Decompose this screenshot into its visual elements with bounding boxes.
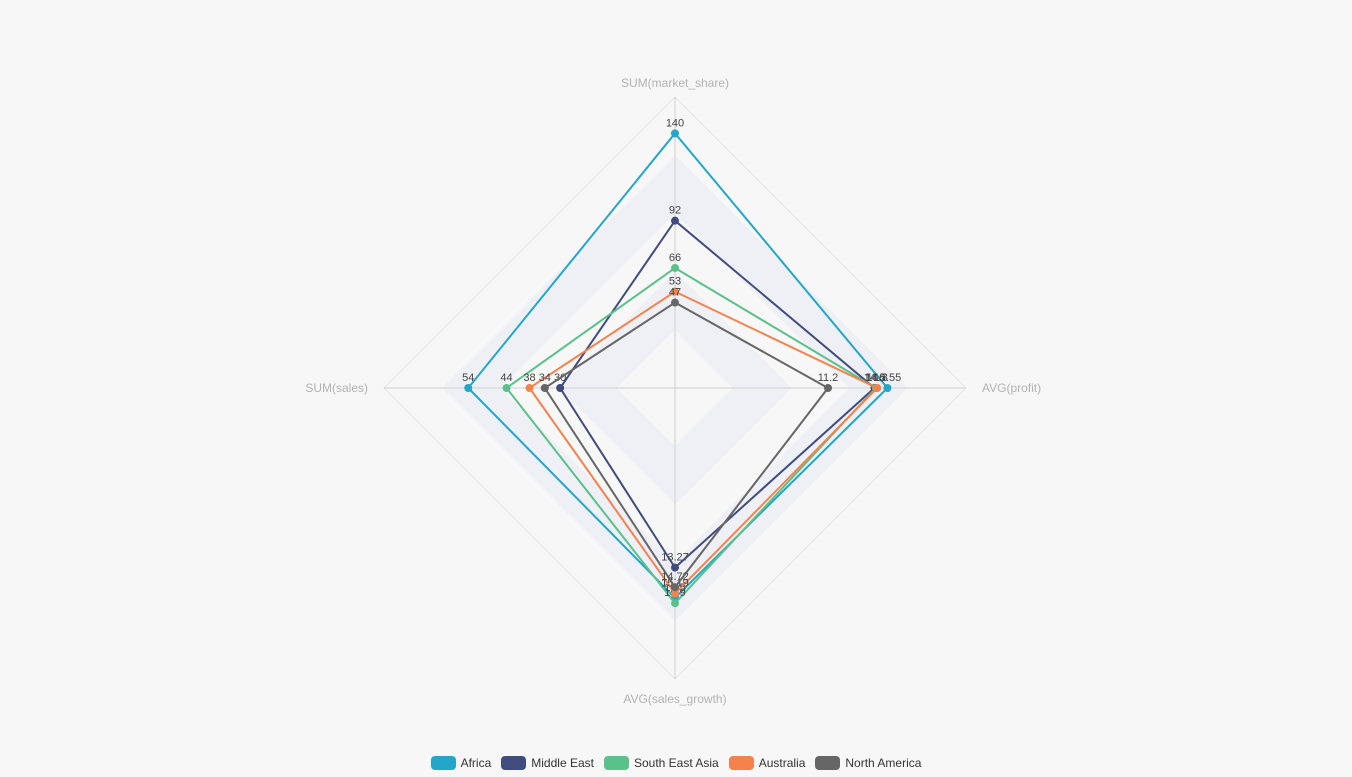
legend-item[interactable]: Africa [430, 756, 492, 770]
data-label: 14.6 [864, 372, 885, 384]
data-label: 92 [669, 205, 681, 217]
data-point [525, 384, 534, 392]
axis-name-label: SUM(market_share) [621, 76, 729, 90]
legend-label: Africa [460, 756, 492, 770]
data-label: 38 [523, 372, 535, 384]
data-label: 11.2 [818, 372, 839, 384]
data-point [671, 589, 679, 598]
data-point [671, 263, 679, 272]
data-label: 44 [500, 372, 512, 384]
data-point [556, 384, 565, 392]
legend-swatch [815, 756, 841, 770]
legend-item[interactable]: Australia [728, 756, 806, 770]
chart-legend: Africa Middle East South East Asia Australi… [0, 756, 1352, 770]
data-label: 140 [666, 117, 684, 129]
data-label: 15.55 [874, 372, 902, 384]
data-label: 53 [669, 276, 681, 288]
data-point [671, 298, 679, 307]
data-point [502, 384, 511, 392]
legend-label: Australia [758, 756, 806, 770]
data-point [671, 563, 679, 572]
legend-swatch [603, 756, 629, 770]
data-point [464, 384, 473, 392]
data-label: 54 [462, 372, 474, 384]
data-label: 47 [669, 287, 681, 299]
data-point [671, 599, 679, 608]
axis-name-label: SUM(sales) [305, 381, 368, 395]
data-point [873, 384, 882, 392]
legend-item[interactable]: South East Asia [603, 756, 719, 770]
legend-swatch [728, 756, 754, 770]
data-point [824, 384, 833, 392]
legend-swatch [501, 756, 527, 770]
axis-name-label: AVG(sales_growth) [623, 692, 726, 706]
legend-label: Middle East [531, 756, 594, 770]
data-label: 34 [539, 372, 551, 384]
data-label: 14.72 [661, 571, 689, 583]
axis-name-label: AVG(profit) [982, 381, 1041, 395]
legend-label: South East Asia [633, 756, 719, 770]
legend-item[interactable]: North America [815, 756, 921, 770]
data-label: 13.27 [661, 552, 689, 564]
data-label: 14.8 [866, 372, 887, 384]
data-point [671, 287, 679, 296]
data-point [883, 384, 892, 392]
data-label: 66 [669, 252, 681, 264]
legend-swatch [430, 756, 456, 770]
data-point [671, 216, 679, 225]
data-point [671, 583, 679, 592]
data-point [671, 129, 679, 138]
legend-label: North America [845, 756, 922, 770]
data-label: 14.7 [865, 372, 886, 384]
data-point [540, 384, 549, 392]
legend-item[interactable]: Middle East [501, 756, 594, 770]
